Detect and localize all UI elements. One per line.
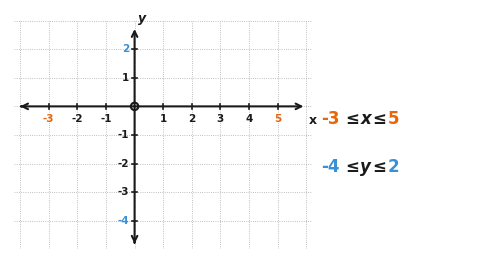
Text: -4: -4 <box>118 216 130 226</box>
Text: y: y <box>360 158 372 176</box>
Text: 2: 2 <box>387 158 399 176</box>
Text: -2: -2 <box>72 114 83 124</box>
Text: -1: -1 <box>100 114 112 124</box>
Text: x: x <box>360 110 371 128</box>
Text: 1: 1 <box>122 73 130 83</box>
Text: 1: 1 <box>159 114 167 124</box>
Text: ≤: ≤ <box>372 158 386 176</box>
Text: -3: -3 <box>43 114 55 124</box>
Text: 2: 2 <box>122 44 130 54</box>
Text: -1: -1 <box>118 130 130 140</box>
Text: ≤: ≤ <box>372 110 386 128</box>
Text: y: y <box>138 12 146 25</box>
Text: ≤: ≤ <box>346 158 360 176</box>
Text: 5: 5 <box>387 110 399 128</box>
Text: 5: 5 <box>274 114 281 124</box>
Text: 3: 3 <box>217 114 224 124</box>
Text: x: x <box>309 114 317 127</box>
Text: -3: -3 <box>321 110 339 128</box>
Text: ≤: ≤ <box>346 110 360 128</box>
Text: 2: 2 <box>188 114 195 124</box>
Text: -3: -3 <box>118 187 130 197</box>
Text: 4: 4 <box>245 114 253 124</box>
Text: -2: -2 <box>118 158 130 169</box>
Text: -4: -4 <box>321 158 339 176</box>
